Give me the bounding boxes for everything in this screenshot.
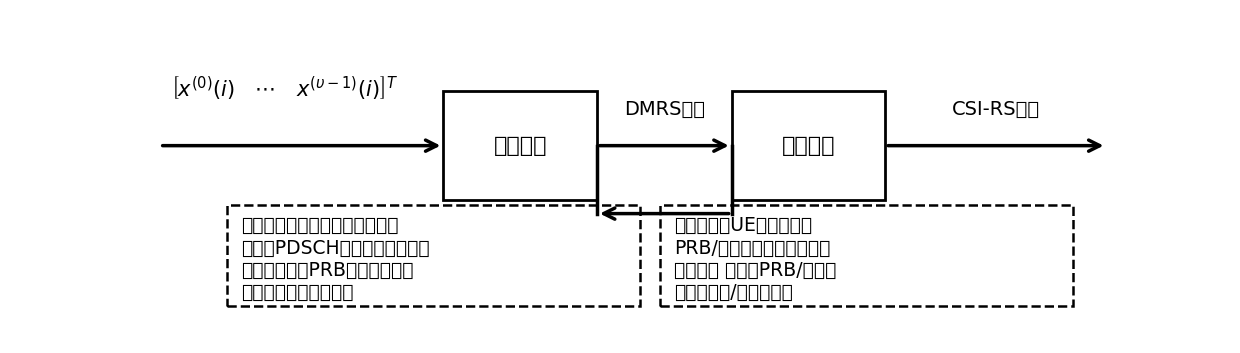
Bar [444, 91, 596, 200]
Text: CSI-RS端口: CSI-RS端口 [952, 100, 1040, 119]
Text: 则采用不同/相同的权值: 则采用不同/相同的权值 [675, 283, 792, 302]
Bar [227, 205, 640, 306]
Bar [732, 91, 885, 200]
Text: 波基于预定义粒度循环: 波基于预定义粒度循环 [242, 283, 353, 302]
Text: 值相同； 不同的PRB/频带内: 值相同； 不同的PRB/频带内 [675, 261, 836, 280]
Text: 第一权值: 第一权值 [494, 136, 547, 156]
Bar [660, 205, 1073, 306]
Text: 的权值。同一PRB内的不同子载: 的权值。同一PRB内的不同子载 [242, 261, 414, 280]
Text: 第二权值: 第二权值 [781, 136, 836, 156]
Text: 第二权值对UE透明，同一: 第二权值对UE透明，同一 [675, 216, 812, 235]
Text: $\left[x^{(0)}(i)\quad\cdots\quad x^{(\upsilon-1)}(i)\right]^T$: $\left[x^{(0)}(i)\quad\cdots\quad x^{(\u… [171, 75, 398, 102]
Text: 不同的PDSCH数据矢量采用不同: 不同的PDSCH数据矢量采用不同 [242, 239, 430, 258]
Text: PRB/频带内，采用的第二权: PRB/频带内，采用的第二权 [675, 239, 831, 258]
Text: DMRS端口: DMRS端口 [624, 100, 704, 119]
Text: 第一权值按照预定义的规则，对: 第一权值按照预定义的规则，对 [242, 216, 399, 235]
